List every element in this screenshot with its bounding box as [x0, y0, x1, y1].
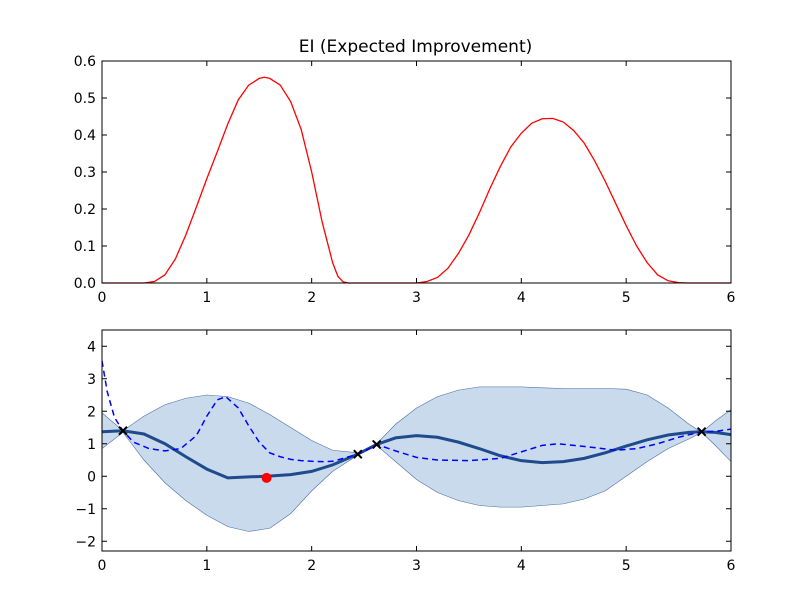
ei-plot-area — [102, 76, 731, 284]
true-function-line — [102, 360, 731, 463]
chart-title: EI (Expected Improvement) — [299, 37, 533, 57]
y-tick-label: 0 — [87, 469, 96, 485]
observation-point — [118, 426, 128, 436]
x-tick-label: 4 — [517, 558, 526, 574]
x-tick-label: 4 — [517, 290, 526, 306]
next-sample-point — [261, 472, 272, 483]
y-tick-label: 1 — [87, 437, 96, 453]
gp-plot-area — [102, 360, 731, 532]
y-tick-label: 3 — [87, 372, 96, 388]
x-tick-label: 0 — [98, 290, 107, 306]
ei-line — [102, 76, 731, 284]
ei-x-axis: 0 1 2 3 4 5 6 — [98, 61, 736, 306]
x-tick-label: 1 — [202, 290, 211, 306]
gp-x-axis: 0 1 2 3 4 5 6 — [98, 330, 736, 574]
confidence-band — [102, 386, 731, 532]
x-tick-label: 0 — [98, 558, 107, 574]
observation-point — [371, 439, 382, 450]
y-tick-label: 0.3 — [74, 165, 96, 181]
ei-y-axis: 0.0 0.1 0.2 0.3 0.4 0.5 0.6 — [74, 54, 731, 292]
observation-point — [353, 449, 363, 459]
y-tick-label: 0.1 — [74, 239, 96, 255]
y-tick-label: −1 — [75, 502, 96, 518]
x-tick-label: 5 — [622, 290, 631, 306]
x-tick-label: 6 — [727, 558, 736, 574]
y-tick-label: 2 — [87, 404, 96, 420]
ei-plot-frame — [101, 60, 732, 284]
y-tick-label: 0.6 — [74, 54, 96, 70]
gp-y-axis: −2 −1 0 1 2 3 4 — [75, 339, 731, 550]
x-tick-label: 6 — [727, 290, 736, 306]
x-tick-label: 3 — [412, 290, 421, 306]
x-tick-label: 2 — [307, 290, 316, 306]
ei-plot: EI (Expected Improvement) 0 1 2 3 4 5 6 0.0 0.1… — [74, 37, 736, 306]
x-tick-label: 3 — [412, 558, 421, 574]
y-tick-label: 0.0 — [74, 276, 96, 292]
x-tick-label: 1 — [202, 558, 211, 574]
y-tick-label: 4 — [87, 339, 96, 355]
y-tick-label: 0.4 — [74, 128, 96, 144]
gp-plot: 0 1 2 3 4 5 6 −2 −1 0 1 2 3 4 — [75, 329, 736, 574]
x-tick-label: 2 — [307, 558, 316, 574]
y-tick-label: −2 — [75, 534, 96, 550]
y-tick-label: 0.2 — [74, 202, 96, 218]
posterior-mean-line — [102, 429, 731, 480]
y-tick-label: 0.5 — [74, 91, 96, 107]
x-tick-label: 5 — [622, 558, 631, 574]
observation-point — [696, 427, 707, 437]
